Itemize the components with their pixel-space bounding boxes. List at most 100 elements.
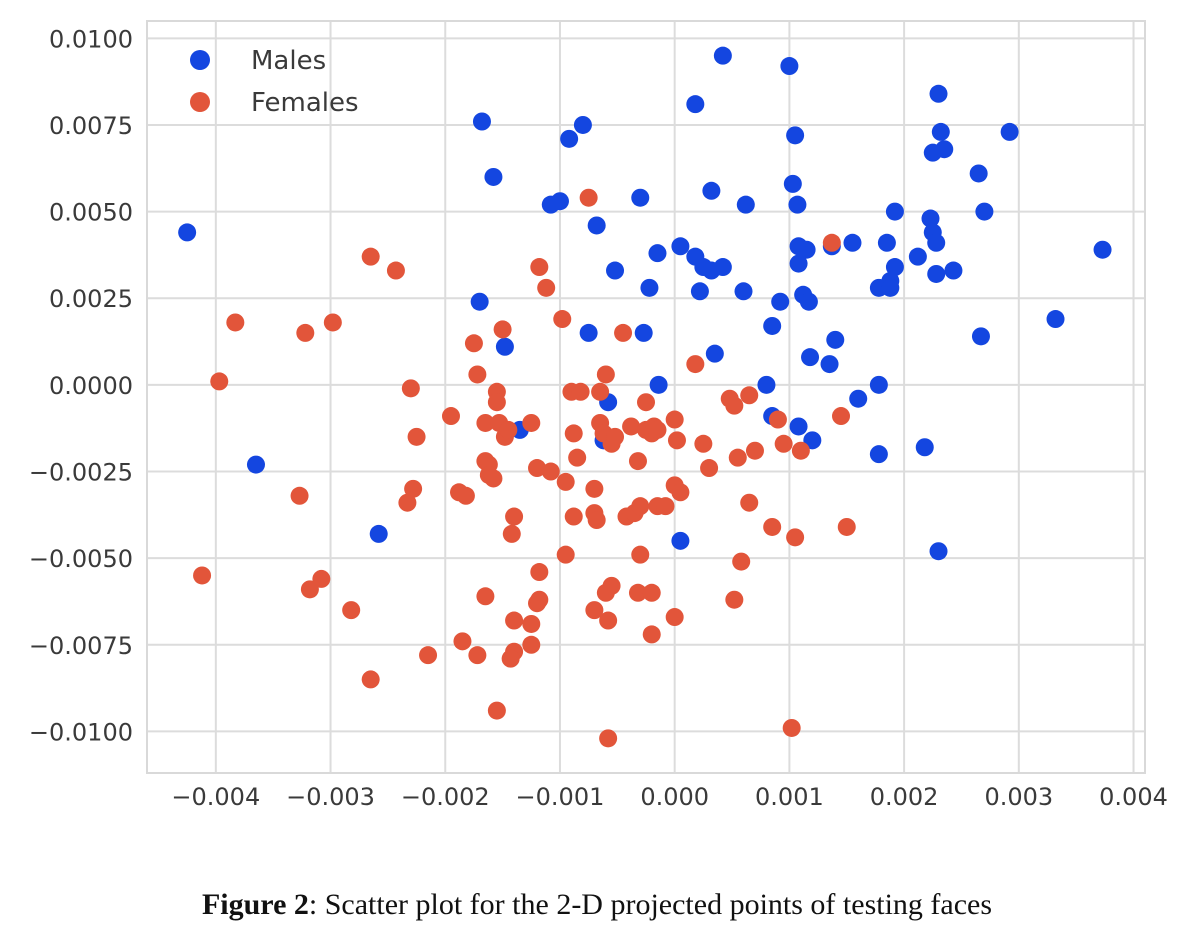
data-point-males xyxy=(484,167,503,186)
data-point-females xyxy=(453,632,472,651)
legend-label-males: Males xyxy=(251,46,326,76)
data-point-females xyxy=(226,313,245,332)
data-point-females xyxy=(501,649,520,668)
data-point-females xyxy=(541,462,560,481)
data-point-females xyxy=(732,552,751,571)
data-point-males xyxy=(771,292,790,311)
data-point-females xyxy=(493,320,512,339)
data-point-females xyxy=(665,608,684,627)
data-point-females xyxy=(312,569,331,588)
data-point-males xyxy=(975,202,994,221)
data-point-females xyxy=(342,601,361,620)
data-point-females xyxy=(671,483,690,502)
data-point-males xyxy=(690,282,709,301)
data-point-males xyxy=(788,195,807,214)
data-point-males xyxy=(877,233,896,252)
data-point-females xyxy=(579,188,598,207)
legend-marker-males xyxy=(190,50,210,70)
data-point-males xyxy=(789,417,808,436)
data-point-females xyxy=(484,469,503,488)
y-tick-label: −0.0100 xyxy=(29,718,133,746)
data-point-males xyxy=(783,174,802,193)
data-point-females xyxy=(622,417,641,436)
data-point-females xyxy=(290,486,309,505)
series-females xyxy=(193,188,856,748)
data-point-males xyxy=(763,316,782,335)
data-point-males xyxy=(929,542,948,561)
data-point-females xyxy=(537,278,556,297)
data-point-females xyxy=(556,472,575,491)
data-point-males xyxy=(797,240,816,259)
data-point-females xyxy=(404,479,423,498)
data-point-males xyxy=(923,143,942,162)
data-point-males xyxy=(671,237,690,256)
data-point-females xyxy=(499,420,518,439)
data-point-females xyxy=(210,372,229,391)
x-tick-label: −0.002 xyxy=(401,783,490,811)
data-point-females xyxy=(614,323,633,342)
data-point-females xyxy=(530,563,549,582)
data-point-males xyxy=(634,323,653,342)
x-tick-label: 0.004 xyxy=(1099,783,1168,811)
data-point-males xyxy=(789,254,808,273)
data-point-males xyxy=(560,129,579,148)
plot-frame xyxy=(146,20,1146,774)
data-point-females xyxy=(745,441,764,460)
data-point-females xyxy=(468,646,487,665)
y-tick-label: −0.0050 xyxy=(29,545,133,573)
data-point-males xyxy=(820,355,839,374)
data-point-males xyxy=(885,258,904,277)
data-point-females xyxy=(602,576,621,595)
data-point-females xyxy=(728,448,747,467)
data-point-females xyxy=(522,635,541,654)
data-point-females xyxy=(530,590,549,609)
x-tick-label: 0.003 xyxy=(984,783,1053,811)
y-tick-label: 0.0000 xyxy=(49,372,133,400)
data-point-females xyxy=(596,365,615,384)
data-point-males xyxy=(944,261,963,280)
data-point-males xyxy=(470,292,489,311)
data-point-females xyxy=(774,434,793,453)
series-males xyxy=(178,46,1112,561)
data-point-males xyxy=(587,216,606,235)
data-point-females xyxy=(786,528,805,547)
data-point-females xyxy=(564,507,583,526)
data-point-females xyxy=(476,413,495,432)
data-point-females xyxy=(763,517,782,536)
data-point-males xyxy=(757,375,776,394)
data-point-females xyxy=(505,611,524,630)
scatter-chart: −0.004 −0.003 −0.002 −0.001 0.000 0.001 0.002 0… xyxy=(29,20,1168,811)
data-point-females xyxy=(725,590,744,609)
data-point-males xyxy=(246,455,265,474)
data-point-males xyxy=(178,223,197,242)
data-point-females xyxy=(822,233,841,252)
y-tick-label: 0.0075 xyxy=(49,112,133,140)
data-point-females xyxy=(323,313,342,332)
x-tick-label: 0.002 xyxy=(870,783,939,811)
data-point-females xyxy=(585,601,604,620)
data-point-females xyxy=(464,334,483,353)
data-point-males xyxy=(705,344,724,363)
data-point-males xyxy=(881,278,900,297)
data-point-females xyxy=(456,486,475,505)
data-point-males xyxy=(799,292,818,311)
data-point-males xyxy=(801,348,820,367)
data-point-males xyxy=(573,115,592,134)
data-point-females xyxy=(568,448,587,467)
data-point-males xyxy=(843,233,862,252)
legend-marker-females xyxy=(190,92,210,112)
data-point-females xyxy=(300,580,319,599)
data-point-females xyxy=(686,355,705,374)
data-point-females xyxy=(522,413,541,432)
y-axis-ticks: 0.0100 0.0075 0.0050 0.0025 0.0000 −0.0025 −0.… xyxy=(29,25,133,746)
data-points xyxy=(178,46,1112,748)
data-point-males xyxy=(686,95,705,114)
data-point-males xyxy=(1046,310,1065,329)
data-point-females xyxy=(296,323,315,342)
x-tick-label: −0.001 xyxy=(516,783,605,811)
data-point-males xyxy=(631,188,650,207)
data-point-males xyxy=(921,209,940,228)
data-point-females xyxy=(571,382,590,401)
data-point-males xyxy=(969,164,988,183)
